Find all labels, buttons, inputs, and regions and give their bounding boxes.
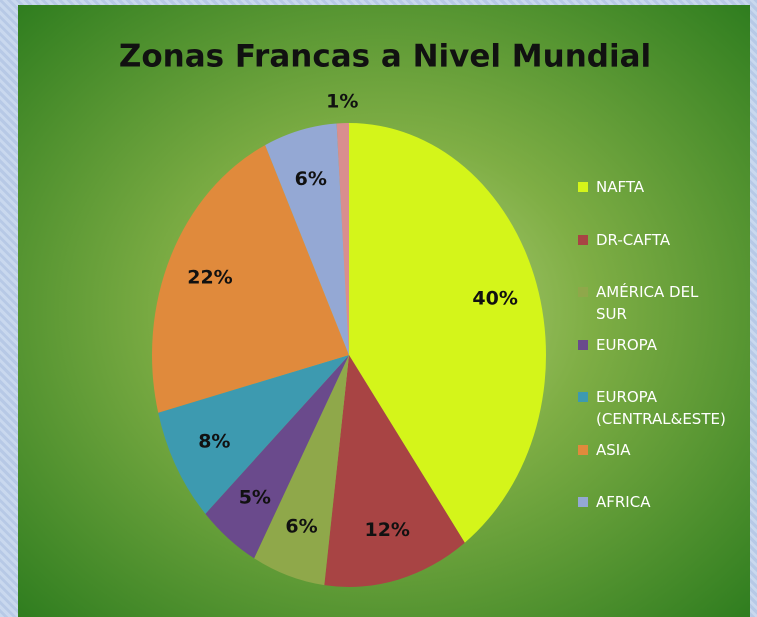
legend-swatch [578,234,588,245]
legend-swatch [578,339,588,350]
legend-swatch [578,497,588,507]
chart-title: Zonas Francas a Nivel Mundial [119,39,651,75]
data-label: 22% [187,266,232,288]
pie-slice [265,123,349,356]
legend-swatch [578,444,588,455]
data-label: 8% [198,431,230,453]
pie-slice [254,355,349,586]
pie-slice [158,355,349,514]
legend-label: ASIA [596,440,631,459]
data-label: 5% [239,486,271,508]
legend-swatch [578,392,588,402]
pie-slice [205,355,349,559]
legend-swatch [578,182,588,192]
pie-slice [336,123,349,355]
pie-slice [349,123,546,543]
legend-label: EUROPA [596,335,658,354]
legend-label: DR-CAFTA [596,230,671,249]
legend-label: AFRICA [596,493,651,511]
data-label: 1% [326,91,358,113]
data-label: 6% [285,516,317,538]
data-label: 12% [364,519,409,541]
legend-swatch [578,287,588,297]
data-label: 6% [295,168,327,190]
pie-slice [152,145,349,413]
pie-slice [324,355,465,587]
legend-label: AMÉRICA DEL SUR [596,283,699,323]
legend-label: NAFTA [596,178,645,196]
legend-label: EUROPA (CENTRAL&ESTE) [596,388,726,428]
data-label: 40% [472,288,517,310]
